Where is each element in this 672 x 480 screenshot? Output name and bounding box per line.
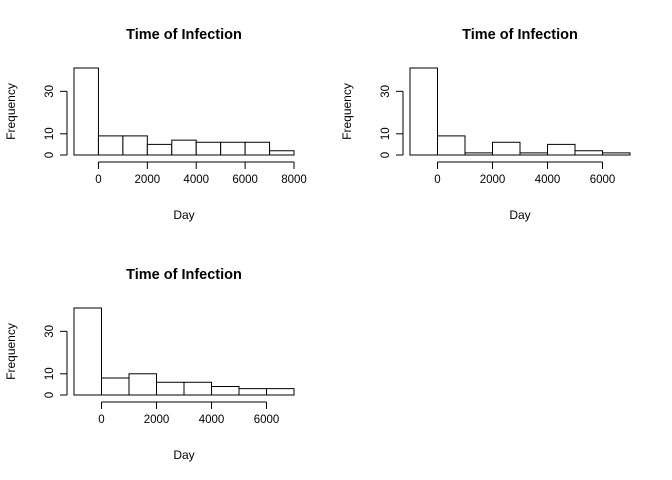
y-axis-label: Frequency — [4, 83, 18, 140]
histogram-bar — [195, 141, 222, 156]
x-tick-label: 2000 — [480, 174, 506, 186]
histogram-bar — [220, 141, 246, 156]
histogram-bar — [73, 67, 99, 156]
y-tick-label: 30 — [44, 85, 56, 98]
y-tick-label: 10 — [44, 127, 56, 140]
histogram-bar — [519, 152, 548, 156]
y-tick-label: 30 — [380, 85, 392, 98]
x-axis-label: Day — [173, 208, 194, 222]
histogram-bar — [183, 381, 212, 396]
histogram-bar — [602, 152, 631, 156]
x-tick-label: 4000 — [199, 414, 225, 426]
histogram-bar — [128, 373, 157, 396]
histogram-bar — [409, 67, 438, 156]
x-tick-label: 4000 — [535, 174, 561, 186]
x-tick-label: 6000 — [254, 414, 280, 426]
x-tick-label: 0 — [95, 174, 101, 186]
histogram-bar — [269, 150, 295, 156]
x-tick-label: 4000 — [183, 174, 209, 186]
histogram-bar — [97, 135, 124, 156]
histogram-panel-1: Time of Infection 0 2000 4000 6000 8000 0 10 30 D… — [4, 27, 307, 222]
x-tick-label: 6000 — [590, 174, 616, 186]
y-tick-label: 0 — [44, 392, 56, 398]
y-tick-label: 0 — [44, 152, 56, 158]
histogram-bar — [266, 388, 295, 396]
x-tick-label: 8000 — [281, 174, 307, 186]
histogram-bar — [171, 139, 197, 156]
x-tick-label: 0 — [98, 414, 104, 426]
y-tick-label: 10 — [44, 367, 56, 380]
x-tick-label: 2000 — [135, 174, 161, 186]
chart-title: Time of Infection — [462, 27, 578, 43]
histogram-bar — [244, 141, 271, 156]
chart-title: Time of Infection — [126, 27, 242, 43]
histogram-bar — [156, 381, 185, 396]
histogram-bar — [492, 141, 521, 156]
histogram-panel-2: Time of Infection 0 2000 4000 6000 0 10 30 Day Fr… — [340, 27, 631, 222]
histogram-bar — [73, 307, 102, 396]
y-axis-label: Frequency — [340, 83, 354, 140]
histogram-bar — [101, 377, 130, 396]
y-tick-label: 0 — [380, 152, 392, 158]
histogram-panel-3: Time of Infection 0 2000 4000 6000 0 10 30 Day Fr… — [4, 267, 295, 462]
histogram-bar — [574, 150, 603, 156]
x-tick-label: 6000 — [232, 174, 258, 186]
x-tick-label: 0 — [434, 174, 440, 186]
histogram-bar — [437, 135, 466, 156]
x-axis-label: Day — [173, 448, 194, 462]
histogram-bar — [547, 143, 576, 156]
histogram-bar — [238, 388, 267, 396]
y-tick-label: 10 — [380, 127, 392, 140]
histogram-bar — [146, 143, 173, 156]
histogram-bar — [211, 386, 240, 396]
histogram-bar — [122, 135, 148, 156]
chart-title: Time of Infection — [126, 267, 242, 283]
y-axis-label: Frequency — [4, 323, 18, 380]
x-axis-label: Day — [509, 208, 530, 222]
x-tick-label: 2000 — [144, 414, 170, 426]
histogram-bar — [464, 152, 493, 156]
y-tick-label: 30 — [44, 325, 56, 338]
